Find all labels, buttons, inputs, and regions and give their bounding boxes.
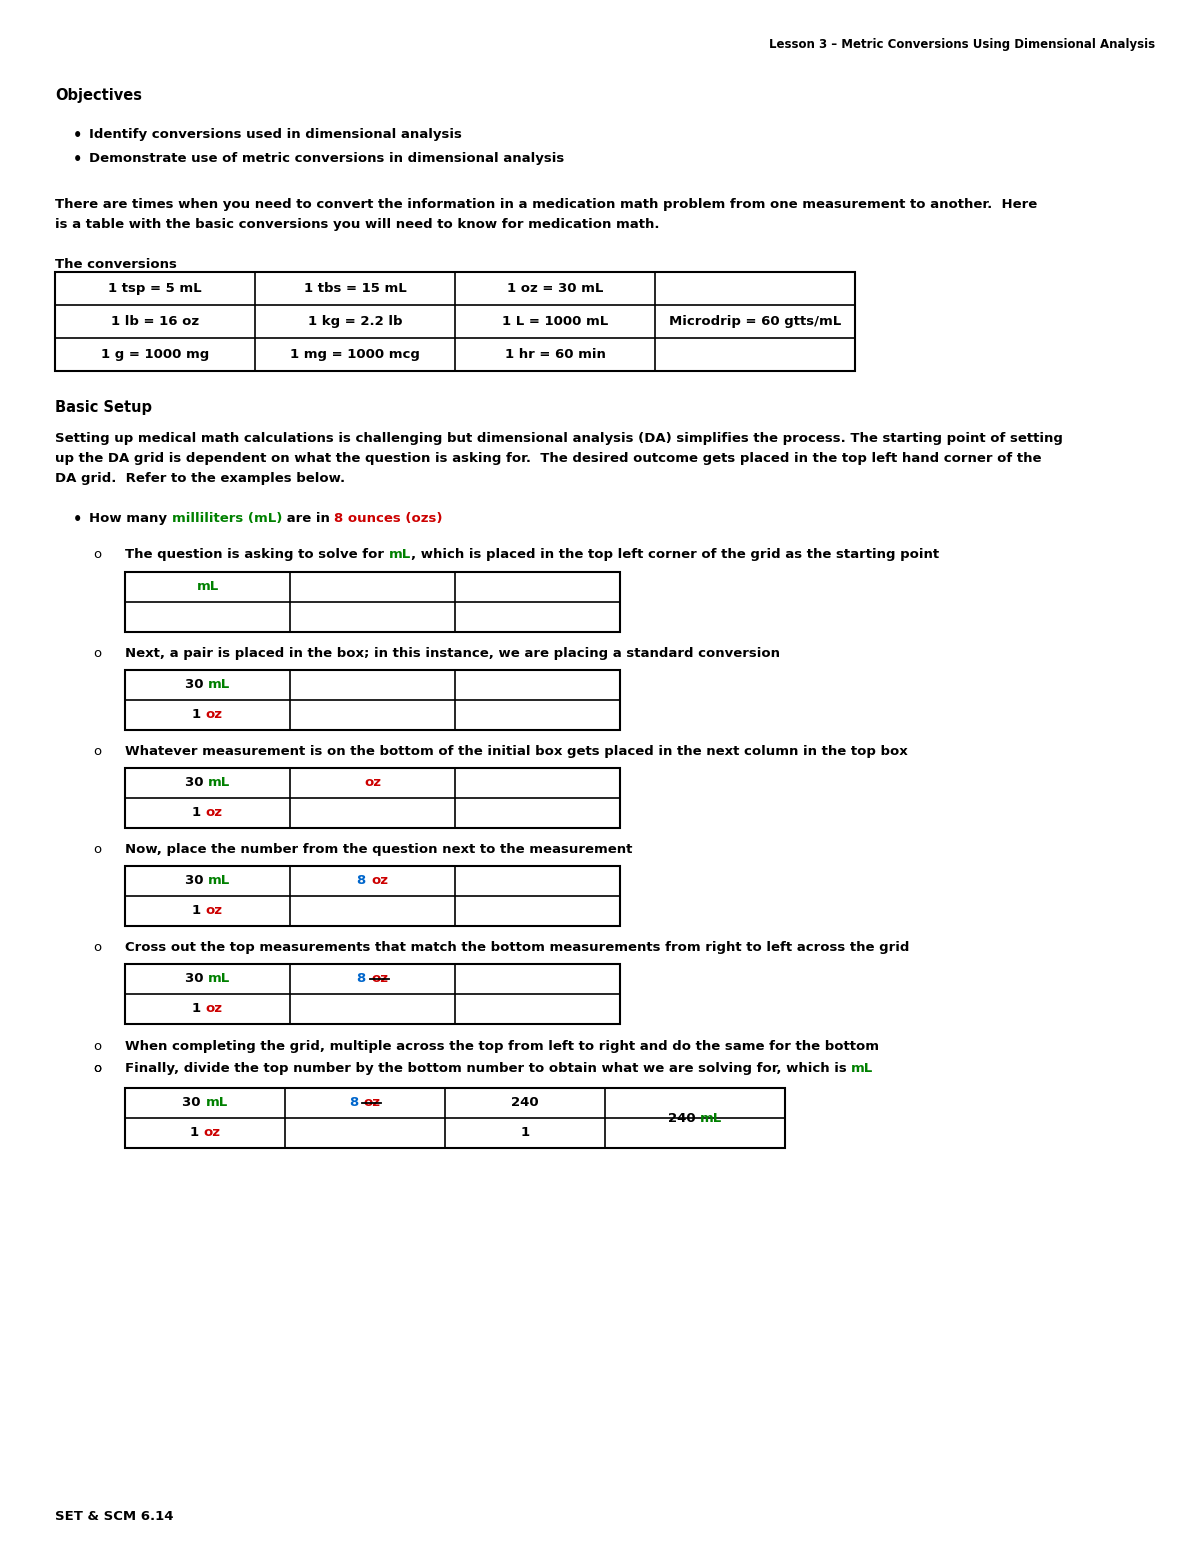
- Text: oz: oz: [206, 708, 223, 722]
- Text: oz: oz: [206, 904, 223, 918]
- Text: mL: mL: [208, 972, 230, 986]
- Text: The question is asking to solve for: The question is asking to solve for: [125, 548, 389, 561]
- Text: 1: 1: [192, 708, 206, 722]
- Text: mL: mL: [208, 679, 230, 691]
- Text: 30: 30: [185, 972, 208, 986]
- Text: is a table with the basic conversions you will need to know for medication math.: is a table with the basic conversions yo…: [55, 217, 660, 231]
- Text: o: o: [94, 745, 101, 758]
- Text: 8: 8: [358, 874, 371, 887]
- Text: 1: 1: [190, 1126, 203, 1140]
- Text: 30: 30: [185, 679, 208, 691]
- Text: milliliters (mL): milliliters (mL): [172, 512, 282, 525]
- Text: •: •: [73, 152, 83, 168]
- Text: 1 L = 1000 mL: 1 L = 1000 mL: [502, 315, 608, 328]
- Text: •: •: [73, 512, 83, 526]
- Text: •: •: [73, 127, 83, 143]
- Text: 8 ounces (ozs): 8 ounces (ozs): [335, 512, 443, 525]
- Text: 240: 240: [667, 1112, 700, 1124]
- Text: Basic Setup: Basic Setup: [55, 401, 152, 415]
- Text: mL: mL: [208, 776, 230, 789]
- Text: Demonstrate use of metric conversions in dimensional analysis: Demonstrate use of metric conversions in…: [89, 152, 564, 165]
- Text: Cross out the top measurements that match the bottom measurements from right to : Cross out the top measurements that matc…: [125, 941, 910, 954]
- Text: mL: mL: [208, 874, 230, 887]
- Text: 1 tbs = 15 mL: 1 tbs = 15 mL: [304, 283, 407, 295]
- Text: Identify conversions used in dimensional analysis: Identify conversions used in dimensional…: [89, 127, 462, 141]
- Text: 30: 30: [185, 776, 208, 789]
- Text: Whatever measurement is on the bottom of the initial box gets placed in the next: Whatever measurement is on the bottom of…: [125, 745, 907, 758]
- Text: Microdrip = 60 gtts/mL: Microdrip = 60 gtts/mL: [668, 315, 841, 328]
- Text: o: o: [94, 941, 101, 954]
- Text: 1: 1: [192, 904, 206, 918]
- Text: o: o: [94, 1062, 101, 1075]
- Bar: [125, 669, 620, 730]
- Text: Now, place the number from the question next to the measurement: Now, place the number from the question …: [125, 843, 632, 856]
- Text: 1: 1: [192, 806, 206, 820]
- Text: How many: How many: [89, 512, 172, 525]
- Text: oz: oz: [206, 1003, 223, 1016]
- Text: 30: 30: [185, 874, 208, 887]
- Bar: [125, 1089, 785, 1148]
- Bar: [125, 572, 620, 632]
- Text: Lesson 3 – Metric Conversions Using Dimensional Analysis: Lesson 3 – Metric Conversions Using Dime…: [769, 37, 1154, 51]
- Text: Objectives: Objectives: [55, 89, 142, 102]
- Text: oz: oz: [206, 806, 223, 820]
- Text: oz: oz: [364, 776, 382, 789]
- Text: When completing the grid, multiple across the top from left to right and do the : When completing the grid, multiple acros…: [125, 1041, 878, 1053]
- Text: mL: mL: [205, 1096, 228, 1109]
- Text: mL: mL: [197, 581, 218, 593]
- Bar: [125, 867, 620, 926]
- Text: mL: mL: [851, 1062, 874, 1075]
- Text: Setting up medical math calculations is challenging but dimensional analysis (DA: Setting up medical math calculations is …: [55, 432, 1063, 446]
- Text: 8: 8: [349, 1096, 364, 1109]
- Text: oz: oz: [371, 874, 388, 887]
- Text: oz: oz: [203, 1126, 221, 1140]
- Text: 1 kg = 2.2 lb: 1 kg = 2.2 lb: [307, 315, 402, 328]
- Text: The conversions: The conversions: [55, 258, 176, 272]
- Bar: [125, 964, 620, 1023]
- Text: 1 tsp = 5 mL: 1 tsp = 5 mL: [108, 283, 202, 295]
- Text: are in: are in: [282, 512, 335, 525]
- Text: oz: oz: [364, 1096, 380, 1109]
- Text: o: o: [94, 1041, 101, 1053]
- Text: DA grid.  Refer to the examples below.: DA grid. Refer to the examples below.: [55, 472, 346, 485]
- Text: Next, a pair is placed in the box; in this instance, we are placing a standard c: Next, a pair is placed in the box; in th…: [125, 648, 780, 660]
- Text: 1: 1: [521, 1126, 529, 1140]
- Text: up the DA grid is dependent on what the question is asking for.  The desired out: up the DA grid is dependent on what the …: [55, 452, 1042, 464]
- Text: mL: mL: [389, 548, 410, 561]
- Text: 1 g = 1000 mg: 1 g = 1000 mg: [101, 348, 209, 360]
- Text: 1 mg = 1000 mcg: 1 mg = 1000 mcg: [290, 348, 420, 360]
- Text: There are times when you need to convert the information in a medication math pr: There are times when you need to convert…: [55, 197, 1037, 211]
- Text: oz: oz: [371, 972, 388, 986]
- Text: SET & SCM 6.14: SET & SCM 6.14: [55, 1510, 174, 1523]
- Text: o: o: [94, 843, 101, 856]
- Text: 1 oz = 30 mL: 1 oz = 30 mL: [506, 283, 604, 295]
- Text: 240: 240: [511, 1096, 539, 1109]
- Bar: [55, 272, 854, 371]
- Text: 1 lb = 16 oz: 1 lb = 16 oz: [110, 315, 199, 328]
- Text: , which is placed in the top left corner of the grid as the starting point: , which is placed in the top left corner…: [410, 548, 940, 561]
- Text: o: o: [94, 1062, 101, 1075]
- Text: o: o: [94, 648, 101, 660]
- Text: Finally, divide the top number by the bottom number to obtain what we are solvin: Finally, divide the top number by the bo…: [125, 1062, 851, 1075]
- Text: 8: 8: [358, 972, 371, 986]
- Text: 1 hr = 60 min: 1 hr = 60 min: [504, 348, 606, 360]
- Text: mL: mL: [700, 1112, 722, 1124]
- Text: 1: 1: [192, 1003, 206, 1016]
- Text: o: o: [94, 548, 101, 561]
- Bar: [125, 769, 620, 828]
- Text: 30: 30: [182, 1096, 205, 1109]
